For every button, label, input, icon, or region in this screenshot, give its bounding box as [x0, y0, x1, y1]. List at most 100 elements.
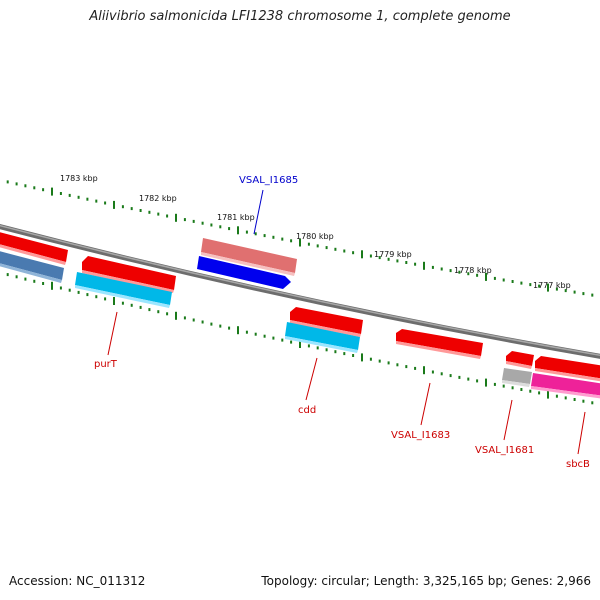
- gene-feature[interactable]: [285, 322, 360, 350]
- minor-tick: [130, 207, 133, 211]
- gene-label-vsal-i1685[interactable]: VSAL_I1685: [239, 175, 298, 186]
- outer-tick-ring: [6, 180, 594, 297]
- minor-tick: [334, 247, 337, 251]
- minor-tick: [307, 242, 310, 246]
- minor-tick: [511, 386, 514, 390]
- gene-feature[interactable]: [535, 356, 600, 379]
- gene-feature[interactable]: [75, 272, 172, 305]
- minor-tick: [6, 273, 9, 277]
- minor-tick: [148, 210, 151, 214]
- minor-tick: [6, 180, 9, 184]
- minor-tick: [245, 230, 248, 234]
- minor-tick: [458, 270, 461, 274]
- minor-tick: [573, 398, 576, 401]
- minor-tick: [166, 214, 169, 218]
- minor-tick: [104, 297, 107, 301]
- minor-tick: [493, 276, 496, 280]
- major-tick: [485, 378, 487, 387]
- gene-shadow: [285, 336, 358, 353]
- map-title: Aliivibrio salmonicida LFI1238 chromosom…: [89, 9, 511, 24]
- inner-tick-ring: [6, 273, 594, 405]
- minor-tick: [77, 195, 80, 199]
- minor-tick: [104, 201, 107, 205]
- minor-tick: [520, 281, 523, 285]
- major-tick: [299, 340, 301, 348]
- minor-tick: [210, 322, 213, 326]
- minor-tick: [183, 316, 186, 320]
- genome-summary-text: Topology: circular; Length: 3,325,165 bp…: [261, 574, 591, 588]
- minor-tick: [467, 377, 470, 381]
- major-tick: [423, 366, 425, 375]
- minor-tick: [573, 290, 576, 294]
- minor-tick: [210, 223, 213, 227]
- major-tick: [237, 326, 239, 335]
- minor-tick: [157, 310, 160, 314]
- gene-shadow: [396, 341, 481, 359]
- minor-tick: [183, 218, 186, 222]
- gene-feature[interactable]: [0, 231, 68, 262]
- minor-tick: [405, 261, 408, 264]
- minor-tick: [86, 197, 89, 201]
- gene-label-purt[interactable]: purT: [94, 359, 118, 370]
- gene-feature[interactable]: [531, 373, 600, 396]
- minor-tick: [555, 394, 558, 398]
- minor-tick: [201, 221, 204, 225]
- minor-tick: [334, 350, 337, 354]
- gene-label-sbcb[interactable]: sbcB: [566, 459, 590, 470]
- minor-tick: [95, 295, 98, 299]
- minor-tick: [59, 192, 62, 195]
- minor-tick: [414, 262, 417, 266]
- gene-feature[interactable]: [506, 351, 534, 366]
- minor-tick: [343, 352, 346, 356]
- minor-tick: [564, 396, 567, 400]
- major-tick: [547, 390, 549, 399]
- gene-shadow: [0, 244, 66, 265]
- minor-tick: [254, 332, 257, 336]
- minor-tick: [591, 401, 594, 405]
- major-tick: [485, 272, 487, 281]
- minor-tick: [325, 348, 328, 352]
- minor-tick: [219, 225, 222, 229]
- tick-label: 1783 kbp: [60, 174, 98, 183]
- gene-feature[interactable]: [396, 329, 483, 356]
- minor-tick: [290, 340, 293, 344]
- gene-feature[interactable]: [0, 250, 64, 280]
- minor-tick: [502, 384, 505, 388]
- minor-tick: [228, 326, 231, 330]
- minor-tick: [130, 303, 133, 307]
- tick-label: 1780 kbp: [296, 232, 334, 241]
- minor-tick: [68, 193, 71, 197]
- minor-tick: [272, 336, 275, 340]
- gene-feature[interactable]: [197, 256, 291, 289]
- gene-feature[interactable]: [201, 238, 297, 273]
- minor-tick: [42, 188, 45, 192]
- gene-label-cdd[interactable]: cdd: [298, 405, 316, 416]
- minor-tick: [219, 324, 222, 328]
- gene-label-vsal-i1683[interactable]: VSAL_I1683: [391, 430, 450, 441]
- minor-tick: [121, 301, 124, 305]
- major-tick: [237, 226, 239, 235]
- minor-tick: [582, 292, 585, 296]
- gene-feature[interactable]: [82, 256, 176, 290]
- minor-tick: [157, 212, 160, 216]
- minor-tick: [343, 249, 346, 253]
- gene-shadow: [531, 386, 600, 399]
- minor-tick: [440, 372, 443, 376]
- minor-tick: [396, 363, 399, 367]
- major-tick: [51, 281, 53, 290]
- minor-tick: [201, 320, 204, 324]
- gene-label-vsal-i1681[interactable]: VSAL_I1681: [475, 445, 534, 456]
- gene-feature[interactable]: [502, 368, 532, 384]
- minor-tick: [68, 288, 71, 292]
- minor-tick: [396, 259, 399, 263]
- gene-feature[interactable]: [290, 307, 363, 334]
- leader-lines: [107, 189, 586, 455]
- minor-tick: [449, 269, 452, 273]
- minor-tick: [378, 359, 381, 363]
- chromosome-backbone: [0, 224, 600, 359]
- gene-shadow: [535, 368, 600, 382]
- minor-tick: [405, 365, 408, 369]
- minor-tick: [369, 254, 372, 258]
- tick-label: 1782 kbp: [139, 194, 177, 203]
- minor-tick: [59, 286, 62, 290]
